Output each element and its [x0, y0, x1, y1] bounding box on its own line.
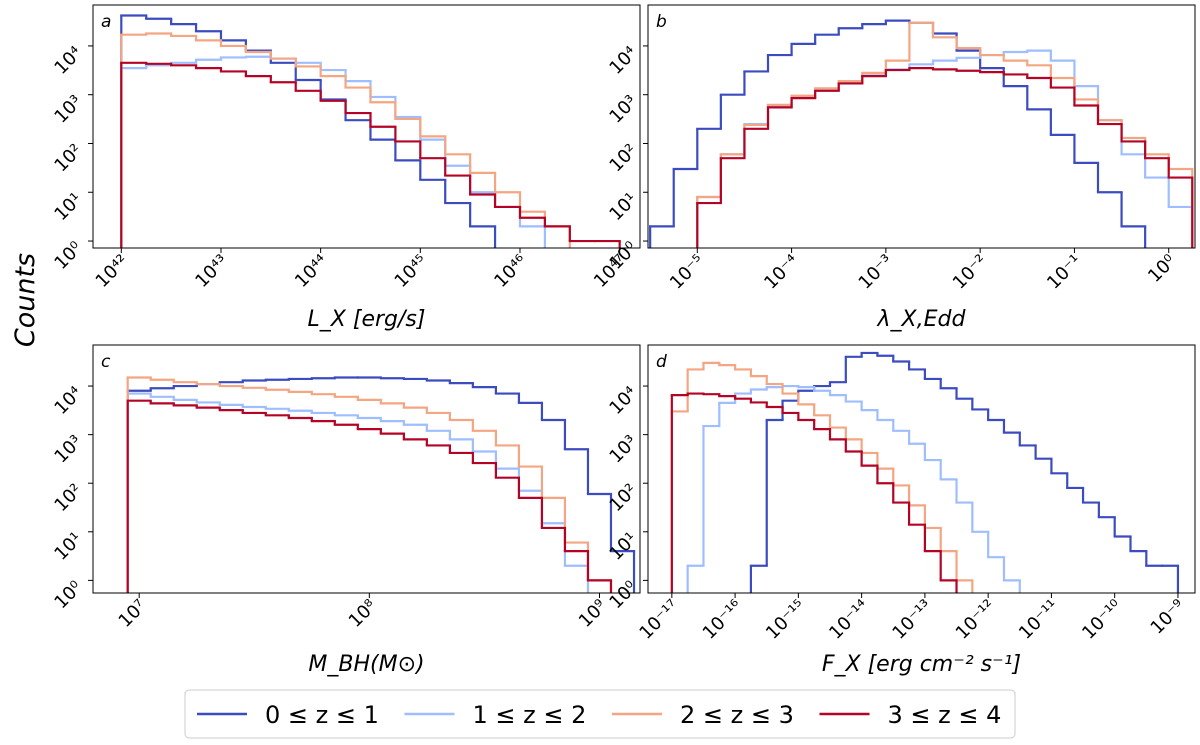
plot-area	[670, 351, 1180, 593]
x-tick-label: 10⁰	[1144, 251, 1180, 287]
legend-label: 2 ≤ z ≤ 3	[680, 701, 794, 729]
legend-label: 1 ≤ z ≤ 2	[473, 701, 587, 729]
x-tick-label: 10⁻⁹	[1147, 596, 1190, 639]
plot-area	[120, 14, 621, 248]
x-tick-label: 10⁻¹¹	[1015, 596, 1063, 644]
x-tick-label: 10⁴⁴	[291, 251, 332, 292]
x-tick-label: 10⁷	[115, 596, 151, 632]
x-tick-label: 10⁴⁵	[391, 251, 432, 292]
axes-frame	[92, 4, 641, 249]
x-tick-label: 10⁻¹⁵	[762, 596, 810, 644]
x-tick-label: 10⁻¹³	[888, 596, 936, 644]
legend-box	[184, 689, 1016, 739]
y-tick-label: 10³	[50, 431, 86, 467]
legend-label: 0 ≤ z ≤ 1	[265, 701, 379, 729]
axes-frame	[647, 4, 1196, 249]
panel-label: c	[101, 352, 111, 372]
y-axis-label: Counts	[10, 253, 41, 347]
y-tick-label: 10³	[605, 91, 641, 127]
y-tick-label: 10⁰	[50, 238, 86, 274]
x-tick-label: 10⁻⁵	[666, 251, 709, 294]
y-tick-label: 10⁴	[50, 383, 86, 419]
axes-frame	[92, 344, 641, 594]
y-tick-label: 10⁰	[50, 577, 86, 613]
x-tick-label: 10⁴⁶	[490, 251, 531, 292]
x-axis-label: L_X [erg/s]	[308, 307, 426, 332]
x-axis-label: M_BH(M⊙)	[308, 652, 424, 677]
x-tick-label: 10⁻¹	[1043, 251, 1086, 294]
y-tick-label: 10⁴	[50, 43, 86, 79]
x-tick-label: 10⁹	[575, 596, 611, 632]
x-axis-label: λ_X,Edd	[877, 307, 967, 332]
y-tick-label: 10²	[50, 140, 86, 176]
y-tick-label: 10³	[50, 91, 86, 127]
x-axis-label: F_X [erg cm⁻² s⁻¹]	[822, 652, 1021, 677]
x-tick-label: 10⁻²	[949, 251, 992, 294]
x-tick-label: 10⁴²	[92, 251, 133, 292]
panel-label: a	[101, 12, 111, 32]
x-tick-label: 10⁻¹⁰	[1078, 596, 1126, 644]
x-tick-label: 10⁻³	[855, 251, 898, 294]
x-tick-label: 10⁻⁴	[760, 251, 803, 294]
x-tick-label: 10⁻¹⁴	[825, 596, 873, 644]
x-tick-label: 10⁸	[345, 596, 381, 632]
y-tick-label: 10¹	[50, 528, 86, 564]
y-tick-label: 10²	[605, 140, 641, 176]
axes-frame	[647, 344, 1196, 594]
x-tick-label: 10⁻¹²	[952, 596, 1000, 644]
y-tick-label: 10¹	[605, 189, 641, 225]
panel-label: b	[656, 12, 667, 32]
y-tick-label: 10⁴	[605, 383, 641, 419]
panel-label: d	[656, 352, 667, 372]
x-tick-label: 10⁻¹⁶	[699, 596, 747, 644]
plot-area	[649, 19, 1194, 248]
y-tick-label: 10²	[50, 480, 86, 516]
plot-area	[126, 376, 636, 593]
y-tick-label: 10⁴	[605, 43, 641, 79]
x-tick-label: 10⁻¹⁷	[635, 596, 683, 644]
x-tick-label: 10⁴³	[191, 251, 232, 292]
y-tick-label: 10¹	[50, 189, 86, 225]
y-tick-label: 10³	[605, 431, 641, 467]
legend-label: 3 ≤ z ≤ 4	[888, 701, 1002, 729]
